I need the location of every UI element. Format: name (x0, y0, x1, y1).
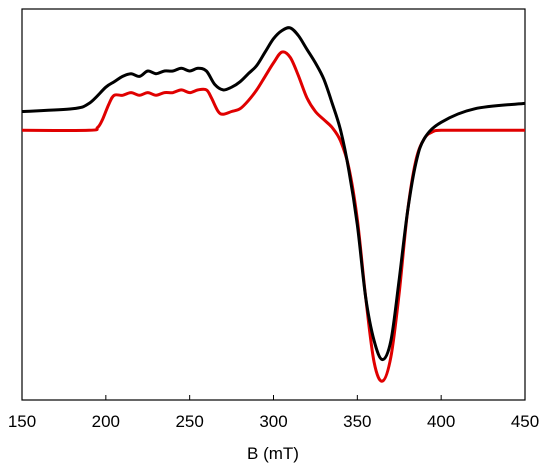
x-tick-label: 350 (343, 412, 371, 431)
x-tick-label: 300 (259, 412, 287, 431)
series-line-2 (21, 50, 525, 383)
x-tick-label: 200 (92, 412, 120, 431)
plot-frame (21, 8, 526, 401)
x-tick-label: 150 (8, 412, 36, 431)
x-tick-label: 450 (511, 412, 539, 431)
x-axis-ticks: 150 200 250 300 350 400 450 (8, 395, 539, 431)
series-line-1 (21, 26, 526, 362)
x-axis-title: B (mT) (247, 444, 299, 463)
series-layer (21, 26, 526, 383)
x-tick-label: 250 (175, 412, 203, 431)
x-tick-label: 400 (427, 412, 455, 431)
